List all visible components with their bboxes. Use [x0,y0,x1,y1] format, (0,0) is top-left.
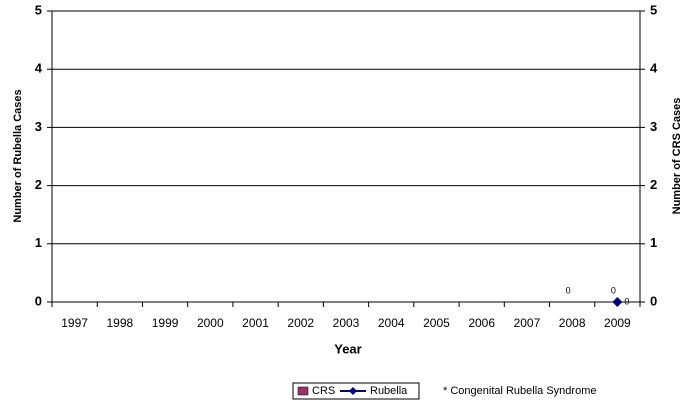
y2-axis-title: Number of CRS Cases [671,98,683,215]
y2-tick-label: 5 [650,2,657,17]
legend-label: CRS [312,385,335,397]
y-tick-label: 1 [35,235,42,250]
data-label: 0 [624,296,629,306]
x-tick-label: 1999 [152,316,179,330]
x-tick-label: 2008 [559,316,586,330]
y2-tick-label: 2 [650,177,657,192]
footnote: * Congenital Rubella Syndrome [443,385,596,397]
y-axis-title: Number of Rubella Cases [12,89,24,222]
x-tick-label: 1997 [61,316,88,330]
x-tick-label: 2001 [242,316,269,330]
y-tick-label: 5 [35,2,42,17]
legend-swatch [297,386,309,396]
y2-tick-label: 4 [650,61,658,76]
x-tick-label: 2009 [604,316,631,330]
x-tick-label: 2006 [468,316,495,330]
y-tick-label: 0 [35,293,42,308]
y-tick-label: 2 [35,177,42,192]
x-tick-label: 2003 [333,316,360,330]
x-tick-label: 1998 [106,316,133,330]
y-tick-label: 4 [35,61,43,76]
x-tick-label: 2004 [378,316,405,330]
y2-tick-label: 3 [650,119,657,134]
x-tick-label: 2000 [197,316,224,330]
x-tick-label: 2007 [514,316,541,330]
y2-tick-label: 0 [650,293,657,308]
data-label: 0 [611,285,616,295]
legend-label: Rubella [370,385,408,397]
y2-tick-label: 1 [650,235,657,250]
x-axis-title: Year [334,341,361,356]
marker [612,297,623,307]
legend-marker [349,387,357,395]
x-tick-label: 2002 [287,316,314,330]
data-label: 0 [566,285,571,295]
y-tick-label: 3 [35,119,42,134]
x-tick-label: 2005 [423,316,450,330]
